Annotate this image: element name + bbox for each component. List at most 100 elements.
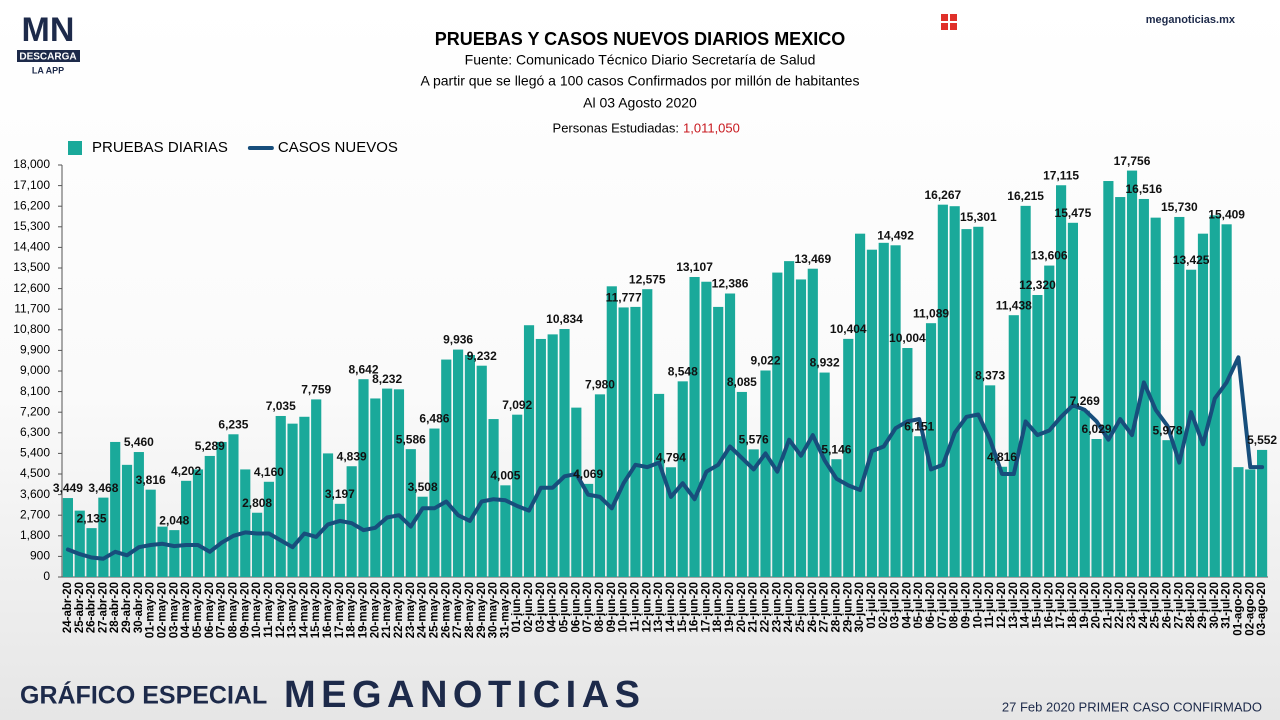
bar <box>1115 197 1126 578</box>
bar <box>453 349 464 577</box>
x-tick-label: 08-jun-20 <box>594 582 606 633</box>
x-tick-label: 09-may-20 <box>239 582 251 638</box>
x-tick-label: 19-jul-20 <box>1079 582 1091 629</box>
x-tick-label: 09-jun-20 <box>606 582 618 633</box>
data-label: 6,029 <box>1082 422 1112 436</box>
x-tick-label: 27-abr-20 <box>97 582 109 633</box>
bar <box>311 399 322 577</box>
data-label: 10,004 <box>889 331 926 345</box>
bar <box>985 385 996 577</box>
data-label: 7,269 <box>1070 394 1100 408</box>
bar <box>1197 233 1209 577</box>
data-label: 15,475 <box>1055 206 1092 220</box>
data-label: 5,289 <box>195 439 225 453</box>
x-tick-label: 26-jul-20 <box>1162 582 1174 629</box>
data-label: 6,235 <box>218 417 248 431</box>
bar <box>559 329 570 577</box>
x-tick-label: 14-jun-20 <box>665 582 677 633</box>
x-tick-label: 15-may-20 <box>310 582 322 638</box>
bar <box>133 452 144 577</box>
bar <box>110 441 121 577</box>
bar <box>1079 410 1090 577</box>
bar <box>760 370 771 577</box>
data-label: 16,215 <box>1007 189 1044 203</box>
data-label: 3,508 <box>408 480 438 494</box>
x-tick-label: 06-may-20 <box>204 582 216 638</box>
data-label: 8,548 <box>668 365 698 379</box>
x-tick-label: 28-jun-20 <box>830 582 842 633</box>
x-tick-label: 24-abr-20 <box>62 582 74 633</box>
chart-title: PRUEBAS Y CASOS NUEVOS DIARIOS MEXICO <box>435 29 845 49</box>
data-label: 4,069 <box>573 467 603 481</box>
data-label: 2,135 <box>77 511 107 525</box>
x-tick-label: 20-jul-20 <box>1091 582 1103 629</box>
x-tick-label: 13-jul-20 <box>1008 582 1020 629</box>
logo-line1: DESCARGA <box>19 52 76 63</box>
x-tick-label: 29-jun-20 <box>842 582 854 633</box>
y-tick-label: 6,300 <box>20 425 50 439</box>
bar <box>843 338 854 577</box>
data-label: 4,839 <box>337 449 367 463</box>
x-tick-label: 22-may-20 <box>393 582 405 638</box>
y-tick-label: 14,400 <box>13 240 50 254</box>
bar <box>594 394 606 577</box>
x-tick-label: 08-may-20 <box>227 582 239 638</box>
x-tick-label: 02-ago-20 <box>1244 582 1256 636</box>
subtitle: Al 03 Agosto 2020 <box>583 95 697 111</box>
x-tick-label: 14-jul-20 <box>1020 582 1032 629</box>
x-tick-label: 11-jun-20 <box>629 582 641 632</box>
data-label: 8,232 <box>372 372 402 386</box>
x-tick-label: 06-jul-20 <box>925 582 937 629</box>
bar <box>1008 315 1019 577</box>
data-label: 3,197 <box>325 487 355 501</box>
site: meganoticias.mx <box>1146 14 1236 26</box>
x-tick-label: 31-may-20 <box>499 582 511 638</box>
y-tick-label: 4,500 <box>20 466 50 480</box>
x-tick-label: 19-may-20 <box>358 582 370 638</box>
bar <box>512 414 523 577</box>
bar <box>370 398 381 577</box>
bar <box>382 388 393 577</box>
x-tick-label: 15-jul-20 <box>1031 582 1043 629</box>
y-tick-label: 11,700 <box>14 301 50 315</box>
x-tick-label: 10-jul-20 <box>972 582 984 629</box>
x-tick-label: 17-jun-20 <box>700 582 712 633</box>
data-label: 8,932 <box>810 356 840 370</box>
bar <box>322 453 334 577</box>
data-label: 12,575 <box>629 272 666 286</box>
bar <box>1044 265 1055 577</box>
data-label: 6,151 <box>904 419 934 433</box>
bar <box>62 498 73 577</box>
data-label: 17,756 <box>1114 154 1151 168</box>
data-label: 7,759 <box>301 383 331 397</box>
y-tick-label: 9,000 <box>20 363 50 377</box>
bar <box>642 289 653 577</box>
x-tick-label: 12-jul-20 <box>996 582 1008 629</box>
subtitle: A partir que se llegó a 100 casos Confir… <box>421 73 860 89</box>
bar <box>98 497 109 577</box>
bar <box>618 307 629 577</box>
bar <box>1091 439 1102 577</box>
x-tick-label: 02-jul-20 <box>878 582 890 629</box>
x-tick-label: 26-may-20 <box>440 582 452 638</box>
bar <box>606 286 617 577</box>
bar <box>689 276 700 577</box>
x-tick-label: 17-may-20 <box>334 582 346 638</box>
data-label: 9,232 <box>467 349 497 363</box>
bar <box>736 391 747 577</box>
x-tick-label: 23-jul-20 <box>1126 582 1138 629</box>
x-tick-label: 20-may-20 <box>369 582 381 638</box>
bar <box>86 528 97 577</box>
y-tick-label: 12,600 <box>13 281 50 295</box>
x-tick-label: 11-may-20 <box>263 582 275 638</box>
bar <box>74 510 85 577</box>
bar <box>464 354 475 577</box>
logo-mark: MN <box>22 11 75 49</box>
x-tick-label: 29-may-20 <box>476 582 488 638</box>
bar <box>1126 170 1138 577</box>
bar <box>1174 216 1185 578</box>
icon <box>941 14 957 30</box>
bar <box>748 449 759 577</box>
x-tick-label: 26-jun-20 <box>807 582 819 633</box>
